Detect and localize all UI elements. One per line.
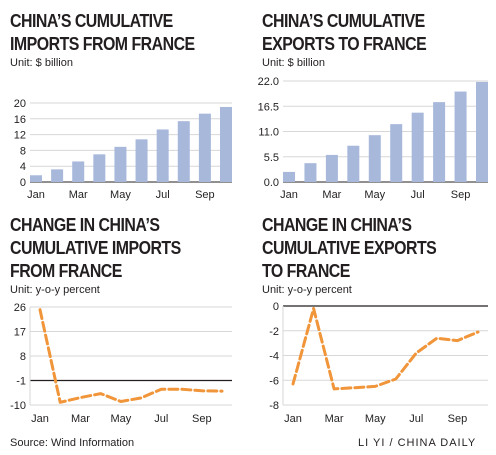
- title-line: CHANGE IN CHINA’S: [10, 214, 160, 235]
- title-line: CHANGE IN CHINA’S: [262, 214, 412, 235]
- title-line: CUMULATIVE EXPORTS: [262, 237, 437, 258]
- y-tick-label: -10: [10, 400, 26, 412]
- y-tick-label: 22.0: [258, 76, 279, 88]
- y-tick-label: 26: [14, 302, 26, 314]
- bar: [30, 175, 42, 182]
- bar: [93, 154, 106, 182]
- y-tick-label: 0.0: [264, 177, 279, 189]
- y-tick-label: 8: [20, 351, 26, 363]
- y-tick-label: 17: [14, 327, 26, 339]
- title-line: TO FRANCE: [262, 260, 350, 281]
- x-tick-label: Mar: [325, 413, 344, 425]
- x-tick-label: Mar: [69, 189, 88, 201]
- bar: [304, 163, 317, 182]
- title-line: IMPORTS FROM FRANCE: [10, 33, 195, 54]
- bar: [198, 113, 211, 182]
- bar: [411, 112, 424, 182]
- bar: [476, 81, 488, 182]
- x-tick-label: May: [365, 413, 386, 425]
- y-tick-label: 4: [20, 161, 26, 173]
- unit-label-imports-change: Unit: y-o-y percent: [10, 284, 100, 296]
- title-line: EXPORTS TO FRANCE: [262, 33, 427, 54]
- title-line: CHINA’S CUMULATIVE: [10, 10, 173, 31]
- x-tick-label: Jul: [409, 413, 423, 425]
- title-line: FROM FRANCE: [10, 260, 122, 281]
- y-tick-label: 16: [14, 114, 26, 126]
- x-tick-label: Mar: [322, 189, 341, 201]
- bar: [51, 169, 64, 182]
- bar: [325, 154, 338, 182]
- chart-4: -8 -6 -4 -2 0 Jan Mar May Jul Sep: [269, 301, 488, 425]
- x-tick-label: May: [110, 189, 131, 201]
- x-tick-label: Mar: [71, 413, 90, 425]
- unit-label-imports: Unit: $ billion: [10, 57, 73, 69]
- y-tick-label: 0: [20, 177, 26, 189]
- chart-title-exports: CHINA’S CUMULATIVE EXPORTS TO FRANCE: [262, 9, 427, 55]
- x-tick-label: Jan: [280, 189, 298, 201]
- y-tick-label: 12: [14, 130, 26, 142]
- credit-line: LI YI / CHINA DAILY: [358, 437, 477, 449]
- y-tick-label: -2: [269, 326, 279, 338]
- bar: [156, 129, 169, 182]
- bar: [283, 171, 295, 182]
- y-tick-label: -4: [269, 351, 279, 363]
- bar: [135, 139, 148, 182]
- x-tick-label: Sep: [448, 413, 468, 425]
- y-tick-label: 20: [14, 98, 26, 110]
- bar: [220, 106, 232, 182]
- bar: [433, 102, 446, 182]
- y-tick-label: -8: [269, 400, 279, 412]
- x-tick-label: Jan: [31, 413, 49, 425]
- source-note: Source: Wind Information: [10, 437, 135, 449]
- bar: [368, 135, 381, 182]
- bar: [177, 121, 190, 182]
- title-line: CHINA’S CUMULATIVE: [262, 10, 425, 31]
- y-tick-label: 5.5: [264, 152, 279, 164]
- y-tick-label: -1: [16, 376, 26, 388]
- bar: [390, 124, 403, 182]
- chart-title-exports-change: CHANGE IN CHINA’S CUMULATIVE EXPORTS TO …: [262, 213, 437, 282]
- unit-label-exports: Unit: $ billion: [262, 57, 325, 69]
- y-tick-label: -6: [269, 375, 279, 387]
- chart-title-imports: CHINA’S CUMULATIVE IMPORTS FROM FRANCE: [10, 9, 195, 55]
- bar: [454, 91, 467, 182]
- series-line: [291, 307, 480, 391]
- x-tick-label: Jul: [156, 189, 170, 201]
- x-tick-label: Jul: [411, 189, 425, 201]
- unit-label-exports-change: Unit: y-o-y percent: [262, 284, 352, 296]
- chart-2: 0.0 5.5 11.0 16.5 22.0 Jan Mar May Jul Sep: [258, 76, 488, 201]
- title-line: CUMULATIVE IMPORTS: [10, 237, 181, 258]
- bar: [114, 146, 127, 182]
- y-tick-label: 11.0: [258, 127, 279, 139]
- bar: [72, 161, 85, 182]
- x-tick-label: May: [110, 413, 131, 425]
- x-tick-label: Sep: [451, 189, 471, 201]
- x-tick-label: Jan: [27, 189, 45, 201]
- x-tick-label: Sep: [192, 413, 212, 425]
- x-tick-label: Sep: [195, 189, 215, 201]
- chart-title-imports-change: CHANGE IN CHINA’S CUMULATIVE IMPORTS FRO…: [10, 213, 181, 282]
- y-tick-label: 16.5: [258, 101, 279, 113]
- x-tick-label: Jul: [154, 413, 168, 425]
- x-tick-label: May: [364, 189, 385, 201]
- series-line: [38, 308, 224, 404]
- chart-3: -10 -1 8 17 26 Jan Mar May Jul Sep: [10, 302, 232, 425]
- y-tick-label: 0: [273, 301, 279, 313]
- y-tick-label: 8: [20, 145, 26, 157]
- chart-1: 0 4 8 12 16 20 Jan Mar May Jul Sep: [14, 98, 232, 201]
- x-tick-label: Jan: [284, 413, 302, 425]
- bar: [347, 145, 360, 182]
